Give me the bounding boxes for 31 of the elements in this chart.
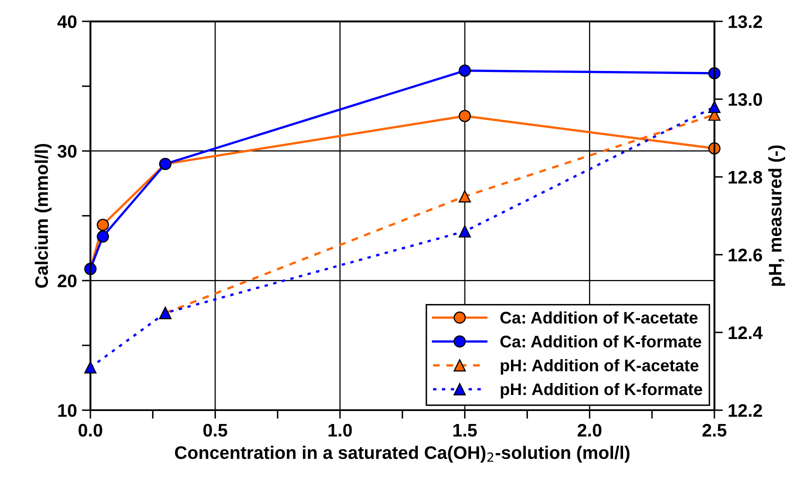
legend-label: pH: Addition of K-formate xyxy=(500,382,702,399)
point xyxy=(458,64,471,77)
y-tick-label: 10 xyxy=(58,404,76,417)
point xyxy=(458,110,471,122)
y-tick-label: 20 xyxy=(58,274,76,288)
y2-tick-label: 12.2 xyxy=(728,404,762,417)
y2-tick-label: 12.8 xyxy=(728,170,762,184)
x-tick-label: 1.5 xyxy=(453,424,477,437)
y2-axis-title: pH, measured (-) xyxy=(768,145,786,286)
x-tick-label: 0.5 xyxy=(203,424,228,437)
legend-label: Ca: Addition of K-acetate xyxy=(500,311,698,324)
point xyxy=(96,218,109,231)
y2-tick-label: 12.6 xyxy=(728,248,762,262)
x-axis-title: Concentration in a saturated Ca(OH)$_{2}$-solution (mol/l) xyxy=(175,446,630,463)
y-tick-label: 30 xyxy=(58,144,76,158)
y2-tick-label: 12.4 xyxy=(728,326,763,339)
y-axis-title: Calcium (mmol/l) xyxy=(34,144,52,288)
x-tick-label: 1.0 xyxy=(328,424,352,437)
point xyxy=(708,100,721,114)
legend-label: Ca: Addition of K-formate xyxy=(500,335,702,348)
legend-label: pH: Addition of K-acetate xyxy=(500,359,698,375)
point xyxy=(458,225,471,238)
point xyxy=(84,361,97,374)
x-tick-label: 2.0 xyxy=(578,424,602,437)
y-tick-label: 40 xyxy=(57,15,76,28)
point xyxy=(458,190,471,202)
x-tick-label: 0.0 xyxy=(78,424,102,437)
y2-tick-label: 13.0 xyxy=(728,93,762,106)
point xyxy=(96,230,109,243)
y2-tick-label: 13.2 xyxy=(728,15,762,28)
x-tick-label: 2.5 xyxy=(702,424,726,437)
